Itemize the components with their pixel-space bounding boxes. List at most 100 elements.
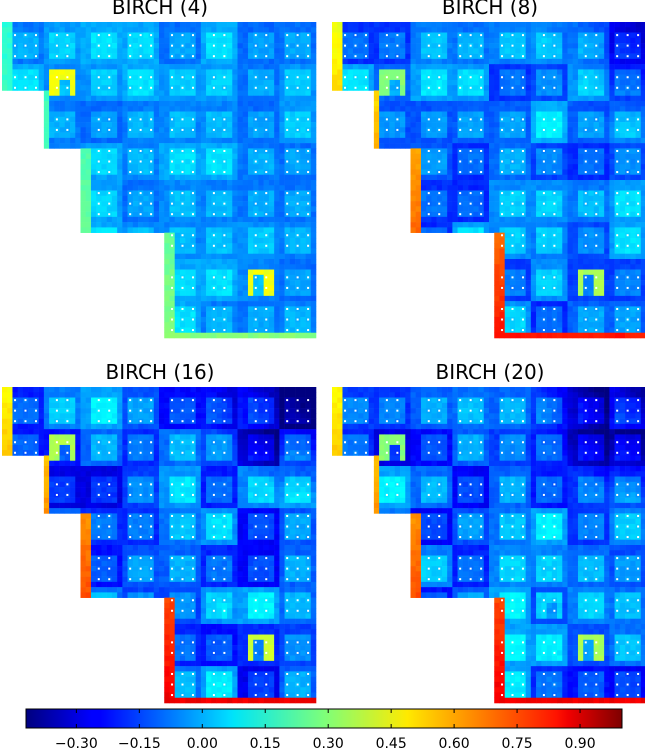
heatmap-cell xyxy=(216,253,223,260)
pin-dot xyxy=(296,286,299,289)
heatmap-cell xyxy=(420,127,427,133)
heatmap-cell xyxy=(164,195,170,202)
pin-dot xyxy=(212,171,215,174)
heatmap-cell xyxy=(300,274,306,281)
heatmap-cell xyxy=(127,227,134,233)
heatmap-cell xyxy=(635,185,642,191)
heatmap-cell xyxy=(635,164,642,170)
heatmap-cell xyxy=(253,269,259,276)
heatmap-cell xyxy=(562,22,568,28)
heatmap-cell xyxy=(117,190,123,197)
heatmap-cell xyxy=(635,69,642,75)
heatmap-cell xyxy=(478,58,485,65)
heatmap-cell xyxy=(221,69,228,75)
heatmap-cell xyxy=(284,227,291,233)
pin-dot xyxy=(150,160,153,163)
heatmap-cell xyxy=(604,106,610,112)
heatmap-cell xyxy=(499,69,505,75)
heatmap-cell xyxy=(274,148,280,154)
heatmap-cell xyxy=(227,190,233,197)
heatmap-cell xyxy=(640,169,645,176)
pin-dot xyxy=(364,44,367,47)
heatmap-cell xyxy=(640,95,645,102)
heatmap-cell xyxy=(206,216,212,223)
heatmap-cell xyxy=(583,37,589,44)
heatmap-cell xyxy=(352,64,359,70)
heatmap-cell xyxy=(111,174,118,181)
heatmap-cell xyxy=(174,190,181,197)
heatmap-cell xyxy=(300,180,306,186)
heatmap-cell xyxy=(185,227,191,233)
heatmap-cell xyxy=(221,137,228,144)
heatmap-cell xyxy=(567,132,574,139)
heatmap-cell xyxy=(300,327,306,334)
heatmap-cell xyxy=(310,53,317,60)
heatmap-cell xyxy=(489,95,495,102)
heatmap-cell xyxy=(609,116,615,123)
pin-dot xyxy=(501,202,504,205)
heatmap-cell xyxy=(143,227,149,233)
heatmap-cell xyxy=(206,32,212,39)
heatmap-cell xyxy=(300,311,306,318)
pin-dot xyxy=(626,118,629,121)
heatmap-cell xyxy=(111,127,118,133)
heatmap-cell xyxy=(431,95,437,102)
heatmap-cell xyxy=(593,195,600,202)
heatmap-cell xyxy=(169,216,175,223)
heatmap-cell xyxy=(268,301,275,307)
heatmap-cell xyxy=(426,95,432,102)
heatmap-cell xyxy=(598,32,605,39)
heatmap-cell xyxy=(520,27,526,33)
heatmap-cell xyxy=(289,274,296,281)
heatmap-cell xyxy=(274,332,280,339)
heatmap-cell xyxy=(237,90,244,97)
pin-dot xyxy=(212,307,215,310)
heatmap-cell xyxy=(352,22,359,28)
heatmap-cell xyxy=(200,211,207,218)
pin-dot xyxy=(344,55,347,58)
pin-dot xyxy=(171,118,174,121)
heatmap-cell xyxy=(185,237,191,244)
heatmap-cell xyxy=(274,106,280,112)
heatmap-cell xyxy=(232,259,238,265)
heatmap-cell xyxy=(567,22,574,28)
heatmap-cell xyxy=(289,153,296,160)
heatmap-cell xyxy=(509,69,516,75)
heatmap-cell xyxy=(54,22,60,28)
heatmap-cell xyxy=(593,69,600,75)
heatmap-cell xyxy=(447,153,453,160)
heatmap-cell xyxy=(379,48,385,54)
heatmap-cell xyxy=(38,22,45,28)
heatmap-cell xyxy=(242,227,249,233)
heatmap-cell xyxy=(59,32,66,39)
pin-dot xyxy=(254,307,257,310)
heatmap-cell xyxy=(289,327,296,334)
heatmap-cell xyxy=(174,69,181,75)
heatmap-cell xyxy=(289,206,296,212)
heatmap-cell xyxy=(43,143,50,149)
heatmap-cell xyxy=(122,153,128,160)
heatmap-cell xyxy=(38,48,45,54)
heatmap-cell xyxy=(577,127,584,133)
heatmap-cell xyxy=(504,127,511,133)
pin-dot xyxy=(212,202,215,205)
heatmap-cell xyxy=(379,101,385,107)
heatmap-cell xyxy=(122,216,128,223)
heatmap-cell xyxy=(337,69,343,75)
heatmap-cell xyxy=(164,211,170,218)
heatmap-cell xyxy=(625,22,631,28)
heatmap-cell xyxy=(588,195,594,202)
heatmap-cell xyxy=(279,232,285,239)
pin-dot xyxy=(438,55,441,58)
heatmap-cell xyxy=(2,27,8,33)
heatmap-cell xyxy=(426,22,432,28)
heatmap-cell xyxy=(509,106,516,112)
heatmap-cell xyxy=(284,90,291,97)
heatmap-cell xyxy=(206,143,212,149)
heatmap-cell xyxy=(132,137,139,144)
heatmap-cell xyxy=(195,285,202,291)
heatmap-cell xyxy=(588,132,594,139)
heatmap-cell xyxy=(232,85,238,91)
heatmap-cell xyxy=(143,43,149,49)
heatmap-cell xyxy=(258,227,264,233)
